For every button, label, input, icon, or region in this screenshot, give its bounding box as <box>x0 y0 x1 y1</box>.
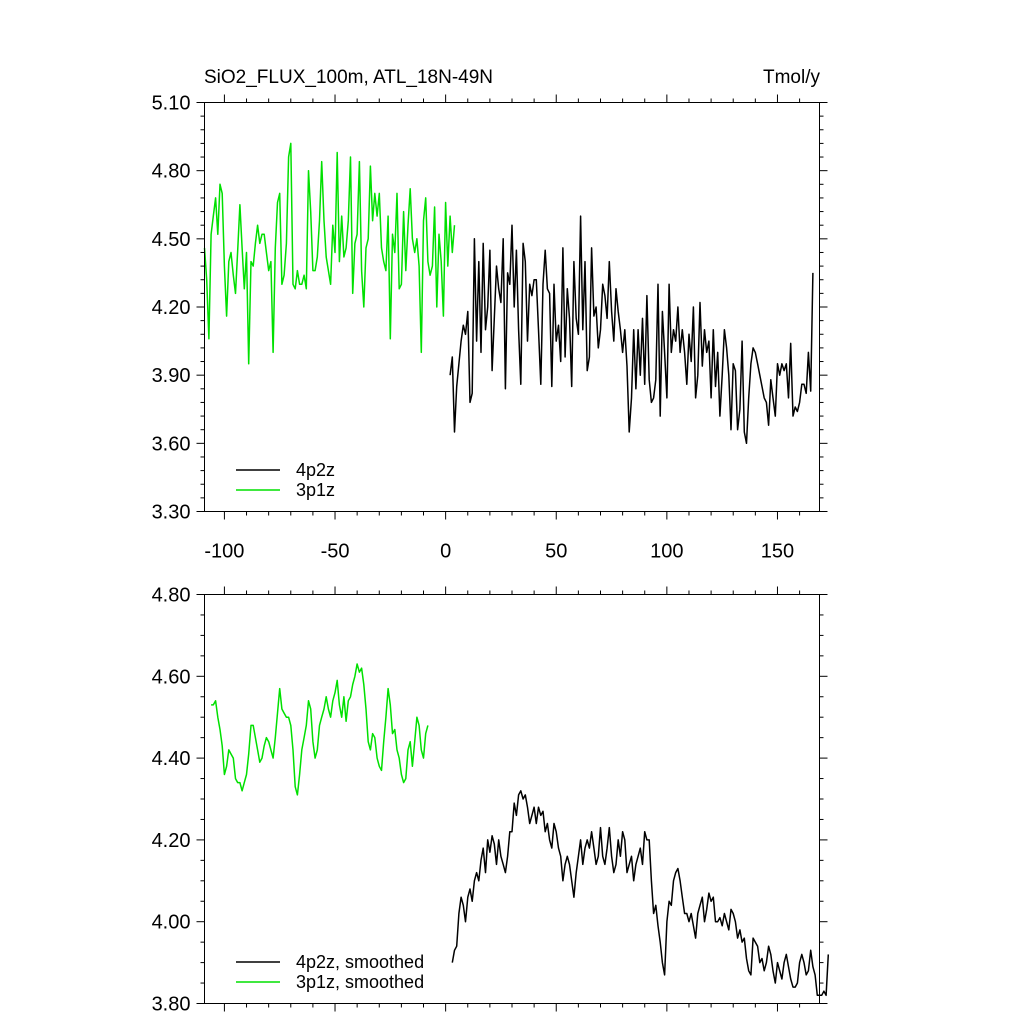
y-tick-label: 4.40 <box>152 748 191 770</box>
y-tick-label: 5.10 <box>152 93 191 115</box>
x-tick-label: 0 <box>440 541 451 563</box>
series-line-4p2z <box>449 215 814 445</box>
y-tick-label: 3.80 <box>152 994 191 1016</box>
y-tick-label: 4.00 <box>152 912 191 934</box>
bottom-chart-panel: 3.80 4.00 4.20 4.40 4.60 4.80 4p2z, smoothed … <box>152 585 830 1016</box>
y-tick-label: 3.30 <box>152 502 191 524</box>
bottom-axis-ticks: 3.80 4.00 4.20 4.40 4.60 4.80 <box>152 585 828 1016</box>
series-line-3p1z-smoothed <box>211 663 429 796</box>
top-series-lines <box>203 142 814 445</box>
legend-label-3p1z-smoothed: 3p1z, smoothed <box>296 972 424 992</box>
units-label: Tmol/y <box>763 67 821 88</box>
bottom-series-lines <box>211 663 830 997</box>
series-line-3p1z <box>203 142 456 365</box>
top-chart-panel: SiO2_FLUX_100m, ATL_18N-49N Tmol/y 3.303… <box>152 67 828 563</box>
y-tick-label: 4.60 <box>152 666 191 688</box>
x-tick-label: 100 <box>650 541 683 563</box>
legend-label-4p2z-smoothed: 4p2z, smoothed <box>296 952 424 972</box>
bottom-legend: 4p2z, smoothed 3p1z, smoothed <box>236 952 424 992</box>
legend-label-3p1z: 3p1z <box>296 480 335 500</box>
chart-title: SiO2_FLUX_100m, ATL_18N-49N <box>204 67 493 88</box>
x-tick-label: 150 <box>761 541 794 563</box>
y-tick-label: 4.80 <box>152 161 191 183</box>
top-axis-ticks: 3.30 3.60 3.90 4.20 4.50 4.80 5.10 -100 -50 0 50 10… <box>152 93 828 563</box>
x-tick-label: -100 <box>204 541 244 563</box>
bottom-plot-frame <box>204 594 820 1004</box>
x-tick-label: -50 <box>321 541 350 563</box>
x-tick-label: 50 <box>545 541 567 563</box>
y-tick-label: 4.50 <box>152 229 191 251</box>
top-legend: 4p2z 3p1z <box>236 460 335 500</box>
y-tick-label: 4.20 <box>152 297 191 319</box>
y-tick-label: 3.60 <box>152 433 191 455</box>
top-plot-frame <box>204 102 820 512</box>
legend-label-4p2z: 4p2z <box>296 460 335 480</box>
series-line-4p2z-smoothed <box>451 790 830 997</box>
y-tick-label: 3.90 <box>152 365 191 387</box>
y-tick-label: 4.80 <box>152 585 191 607</box>
y-tick-label: 4.20 <box>152 830 191 852</box>
